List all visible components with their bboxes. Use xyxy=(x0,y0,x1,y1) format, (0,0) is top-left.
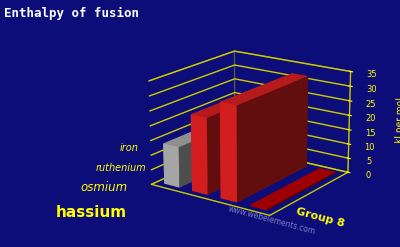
Text: hassium: hassium xyxy=(56,205,127,220)
Text: iron: iron xyxy=(120,143,139,153)
Text: osmium: osmium xyxy=(80,181,127,194)
Text: Group 8: Group 8 xyxy=(295,206,345,229)
Text: Enthalpy of fusion: Enthalpy of fusion xyxy=(4,7,139,21)
Text: www.webelements.com: www.webelements.com xyxy=(227,205,317,237)
Text: ruthenium: ruthenium xyxy=(96,163,147,173)
